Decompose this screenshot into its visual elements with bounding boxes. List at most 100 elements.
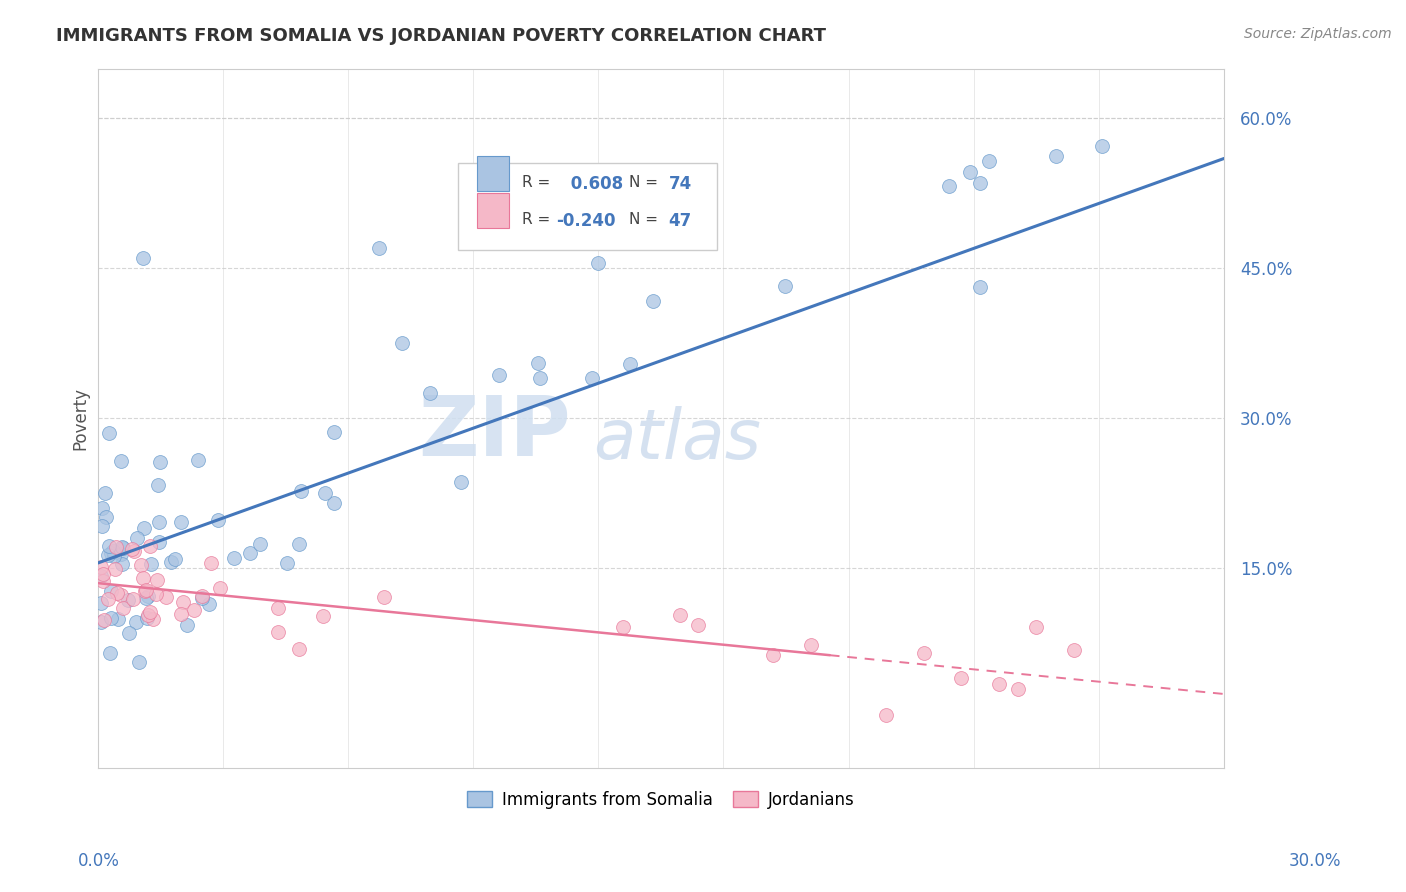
Point (391, 336, 413, 351)
Point (529, 371, 551, 385)
Text: N =: N = (630, 212, 658, 227)
Point (208, 581, 231, 595)
Point (148, 478, 170, 492)
Point (249, 536, 271, 550)
Text: 47: 47 (669, 212, 692, 230)
Point (118, 625, 141, 640)
Point (98, 425, 121, 440)
Point (136, 607, 159, 622)
Point (148, 535, 170, 549)
Point (98, 646, 121, 660)
Point (149, 455, 172, 469)
Point (527, 356, 550, 370)
Point (979, 153, 1001, 168)
Point (104, 561, 127, 575)
Point (104, 541, 127, 555)
Point (773, 279, 796, 293)
Point (111, 558, 134, 572)
Point (287, 641, 309, 656)
Point (139, 539, 162, 553)
Point (91, 566, 114, 581)
Point (91, 574, 114, 588)
Point (619, 357, 641, 371)
Point (110, 588, 132, 602)
Point (121, 541, 143, 556)
Point (125, 615, 148, 629)
Text: ZIP: ZIP (418, 392, 571, 473)
Text: N =: N = (630, 175, 658, 190)
Text: atlas: atlas (593, 406, 761, 473)
Point (98, 539, 121, 553)
Text: 74: 74 (669, 175, 692, 193)
Point (938, 178, 960, 193)
Point (959, 165, 981, 179)
Point (100, 546, 122, 560)
Text: -0.240: -0.240 (555, 212, 616, 230)
Point (100, 611, 122, 625)
Point (450, 475, 472, 489)
Point (267, 624, 290, 639)
Point (136, 611, 159, 625)
Point (112, 601, 135, 615)
Point (146, 573, 169, 587)
Point (145, 587, 167, 601)
Point (103, 549, 125, 564)
Point (198, 597, 221, 611)
Point (612, 620, 634, 634)
Point (148, 515, 170, 529)
Point (139, 557, 162, 571)
Point (160, 555, 183, 569)
Point (488, 368, 510, 383)
Point (131, 252, 153, 266)
Point (135, 591, 157, 605)
Point (267, 600, 290, 615)
Point (419, 386, 441, 401)
Point (121, 591, 143, 606)
Point (912, 646, 935, 660)
Point (122, 544, 145, 558)
FancyBboxPatch shape (458, 163, 717, 251)
Point (969, 280, 991, 294)
Point (200, 556, 222, 570)
Point (1025, 619, 1047, 633)
Point (239, 546, 262, 560)
Point (688, 618, 710, 632)
Text: R =: R = (522, 175, 551, 190)
Point (90, 568, 112, 582)
Point (875, 707, 897, 722)
Point (588, 256, 610, 270)
Point (987, 677, 1010, 691)
Point (93, 486, 115, 500)
Text: IMMIGRANTS FROM SOMALIA VS JORDANIAN POVERTY CORRELATION CHART: IMMIGRANTS FROM SOMALIA VS JORDANIAN POV… (56, 27, 827, 45)
Point (191, 589, 214, 603)
Text: 30.0%: 30.0% (1288, 852, 1341, 870)
Text: Source: ZipAtlas.com: Source: ZipAtlas.com (1244, 27, 1392, 41)
Point (110, 454, 132, 468)
Point (664, 207, 686, 221)
Point (1091, 139, 1114, 153)
Point (581, 371, 603, 385)
Point (187, 452, 209, 467)
Point (129, 558, 152, 573)
Point (276, 556, 298, 570)
Point (117, 592, 139, 607)
Point (641, 293, 664, 308)
Y-axis label: Poverty: Poverty (72, 387, 89, 450)
Point (323, 425, 346, 440)
Point (142, 612, 165, 626)
Point (170, 515, 193, 529)
Point (105, 585, 128, 599)
Point (93, 613, 115, 627)
Point (800, 638, 823, 652)
Text: 0.608: 0.608 (565, 175, 623, 193)
Point (90, 559, 112, 574)
Point (165, 551, 187, 566)
Point (762, 648, 785, 663)
Point (90, 500, 112, 515)
Point (91, 519, 114, 533)
FancyBboxPatch shape (477, 156, 509, 191)
Point (207, 512, 229, 526)
Point (312, 608, 335, 623)
Point (1063, 642, 1085, 657)
Point (969, 177, 991, 191)
